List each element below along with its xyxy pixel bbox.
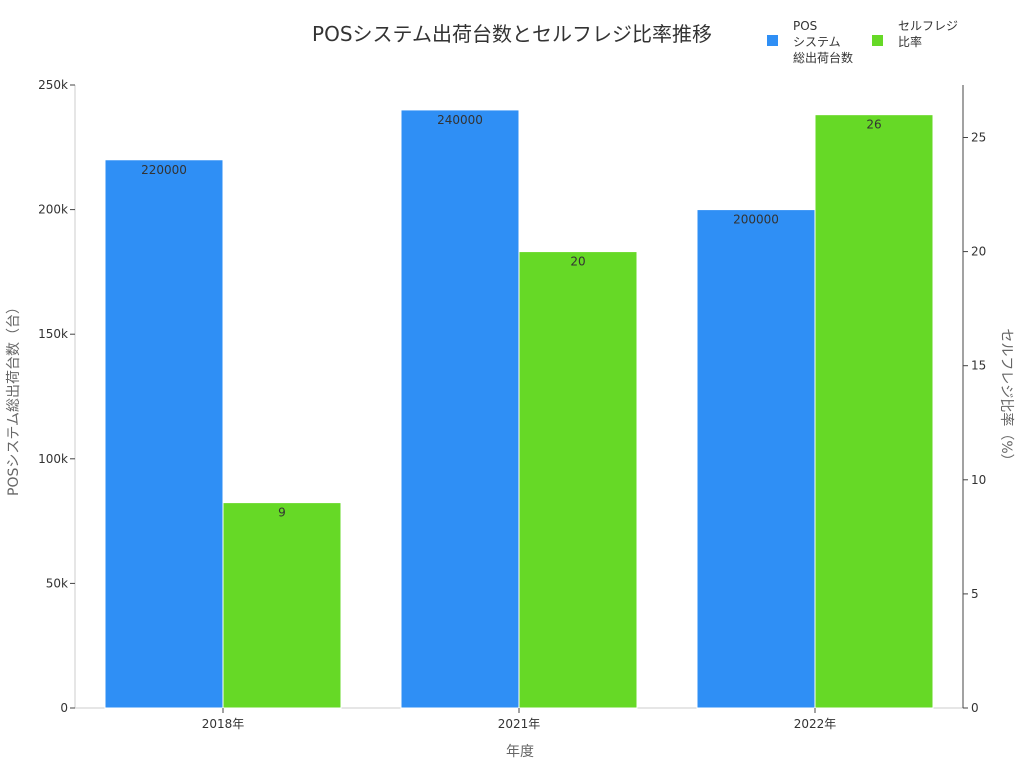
data-label-s1-2: 26 bbox=[866, 118, 881, 132]
y-axis-left-title: POSシステム総出荷台数（台） bbox=[6, 300, 22, 496]
x-tick-label-2: 2022年 bbox=[794, 717, 837, 731]
x-tick-label-0: 2018年 bbox=[202, 717, 245, 731]
x-axis-title: 年度 bbox=[506, 744, 534, 760]
legend-swatch-1 bbox=[872, 35, 883, 46]
bars bbox=[104, 109, 934, 709]
y-right-tick-label-5: 25 bbox=[971, 130, 986, 144]
y-axis-right-title: セルフレジ比率（%） bbox=[998, 328, 1015, 467]
legend-label-line: システム bbox=[793, 35, 841, 49]
legend-label-line: 比率 bbox=[898, 34, 922, 49]
y-left-tick-label-4: 200k bbox=[38, 203, 68, 217]
legend-label-line: 総出荷台数 bbox=[793, 50, 853, 65]
y-left-tick-label-2: 100k bbox=[38, 452, 68, 466]
y-left-tick-label-5: 250k bbox=[38, 78, 68, 92]
legend-swatch-0 bbox=[767, 35, 778, 46]
y-axis-right: 0 5 10 15 20 25 bbox=[963, 130, 986, 715]
bar-s1-2 bbox=[814, 114, 934, 709]
chart-title: POSシステム出荷台数とセルフレジ比率推移 bbox=[312, 22, 712, 46]
data-label-s0-2: 200000 bbox=[733, 213, 779, 227]
y-right-tick-label-0: 0 bbox=[971, 701, 979, 715]
data-label-s0-1: 240000 bbox=[437, 113, 483, 127]
data-label-s1-0: 9 bbox=[278, 506, 286, 520]
x-tick-label-1: 2021年 bbox=[498, 717, 541, 731]
y-right-tick-label-3: 15 bbox=[971, 359, 986, 373]
y-right-tick-label-1: 5 bbox=[971, 587, 979, 601]
y-left-tick-label-1: 50k bbox=[46, 576, 68, 590]
bar-s0-1 bbox=[400, 109, 520, 709]
bar-s0-0 bbox=[104, 159, 224, 709]
data-label-s0-0: 220000 bbox=[141, 163, 187, 177]
x-axis: 2018年 2021年 2022年 bbox=[202, 708, 837, 731]
y-left-tick-label-0: 0 bbox=[60, 701, 68, 715]
y-right-tick-label-4: 20 bbox=[971, 245, 986, 259]
y-left-tick-label-3: 150k bbox=[38, 327, 68, 341]
y-right-tick-label-2: 10 bbox=[971, 473, 986, 487]
legend: POS システム総出荷台数 セルフレジ比率 bbox=[767, 19, 958, 65]
y-axis-left: 0 50k 100k 150k 200k 250k bbox=[38, 78, 75, 715]
bar-s0-2 bbox=[696, 209, 816, 709]
legend-label-1: セルフレジ比率 bbox=[898, 19, 958, 49]
legend-label-line: セルフレジ bbox=[898, 19, 958, 33]
legend-label-0: POS システム総出荷台数 bbox=[793, 19, 853, 65]
legend-label-line: POS bbox=[793, 19, 817, 33]
data-labels: 220000 9 240000 20 200000 26 bbox=[141, 113, 882, 520]
bar-s1-1 bbox=[518, 251, 638, 709]
data-label-s1-1: 20 bbox=[570, 255, 585, 269]
bar-s1-0 bbox=[222, 502, 342, 709]
